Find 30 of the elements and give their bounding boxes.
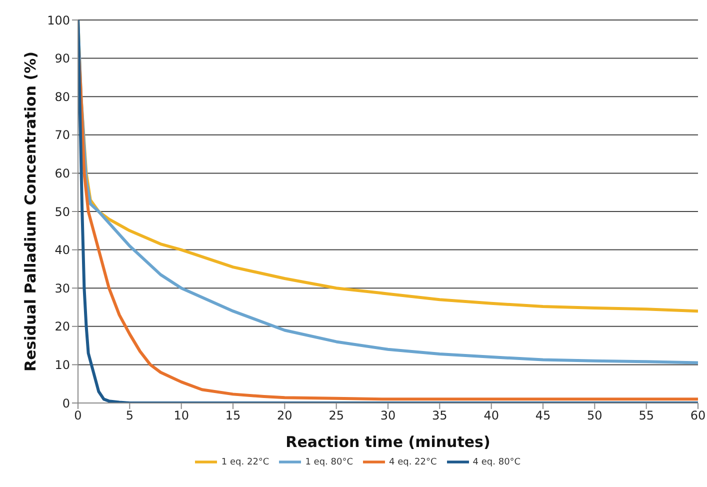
legend-label: 1 eq. 80°C <box>305 457 353 468</box>
x-tick-label: 30 <box>380 408 396 423</box>
x-tick-label: 35 <box>432 408 448 423</box>
x-tick-label: 40 <box>484 408 499 423</box>
x-tick-label: 0 <box>74 408 82 423</box>
x-tick-label: 25 <box>328 408 344 423</box>
x-tick-label: 15 <box>225 408 241 423</box>
y-tick-label: 100 <box>47 13 70 28</box>
y-tick-label: 40 <box>54 243 70 258</box>
y-axis-title: Residual Palladium Concentration (%) <box>21 52 40 372</box>
x-tick-label: 60 <box>690 408 706 423</box>
x-tick-label: 10 <box>174 408 189 423</box>
x-tick-label: 5 <box>126 408 134 423</box>
x-axis-title: Reaction time (minutes) <box>286 433 490 451</box>
y-tick-label: 70 <box>54 128 70 142</box>
y-tick-label: 80 <box>54 90 70 104</box>
legend-label: 4 eq. 80°C <box>472 457 521 468</box>
y-tick-label: 30 <box>54 281 70 296</box>
y-tick-label: 50 <box>54 204 70 219</box>
y-tick-label: 10 <box>54 358 70 372</box>
legend-label: 1 eq. 22°C <box>221 457 270 468</box>
y-tick-label: 90 <box>54 52 70 66</box>
y-tick-label: 0 <box>62 396 70 410</box>
y-tick-label: 60 <box>54 166 70 180</box>
x-tick-label: 55 <box>638 408 654 423</box>
y-tick-label: 20 <box>54 320 70 334</box>
x-tick-label: 45 <box>535 408 551 423</box>
legend-label: 4 eq. 22°C <box>389 457 437 468</box>
x-tick-label: 20 <box>277 408 292 423</box>
x-tick-label: 50 <box>587 408 602 423</box>
